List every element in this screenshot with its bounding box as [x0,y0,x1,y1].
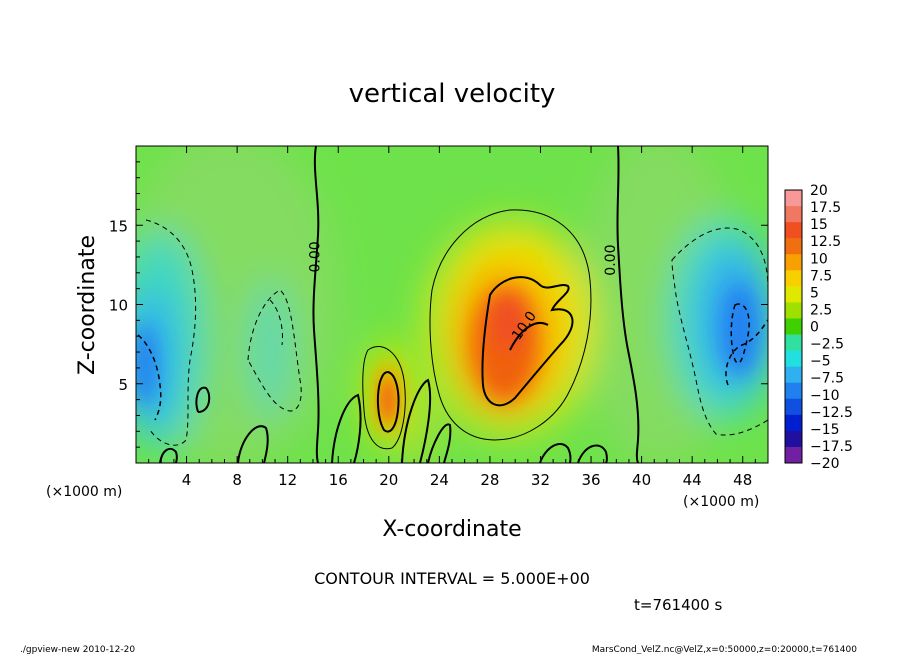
colorbar-label: 17.5 [810,200,841,216]
colorbar-swatch [785,254,802,271]
contour-interval: CONTOUR INTERVAL = 5.000E+00 [314,569,590,588]
colorbar-swatch [785,446,802,464]
colorbar-swatch [785,414,802,432]
x-tick-label: 12 [278,471,297,489]
colorbar-label: 5 [810,285,819,301]
colorbar-swatch [785,430,802,448]
time-label: t=761400 s [634,596,722,614]
chart-title: vertical velocity [349,79,556,109]
contour-zero-right [616,146,640,463]
x-tick-label: 20 [379,471,398,489]
plot-area [136,146,768,463]
colorbar-swatch [785,222,802,239]
x-tick-label: 36 [581,471,600,489]
colorbar-frame [784,189,803,464]
colorbar-swatch [785,350,802,368]
colorbar-label: −5 [810,354,831,370]
x-tick-label: 4 [182,471,192,489]
y-axis: 5 10 15 [109,161,768,448]
colorbar-swatch [785,382,802,400]
y-tick-label: 10 [109,297,128,315]
colorbar-swatch [785,286,802,303]
x-tick-label: 28 [480,471,499,489]
x-tick-label: 8 [232,471,242,489]
colorbar-label: −15 [810,422,840,438]
colorbar-label: 7.5 [810,268,832,284]
colorbar-label: 20 [810,183,828,199]
contour-label: 0.00 [603,245,619,276]
colorbar-label: −7.5 [810,371,844,387]
footer-left: ./gpview-new 2010-12-20 [20,645,135,654]
x-tick-label: 16 [329,471,348,489]
contour-negative-right [671,227,768,436]
contour-label: 0.00 [307,241,323,272]
colorbar-swatch [785,398,802,416]
x-tick-label: 44 [683,471,702,489]
colorbar-label: 12.5 [810,234,841,250]
contour-updraft-10 [481,276,574,407]
y-axis-label: Z-coordinate [75,235,100,375]
colorbar-swatch [785,190,802,207]
contour-negative-left [145,219,197,446]
colorbar-label: −2.5 [810,337,844,353]
colorbar-swatch [785,302,802,319]
x-tick-label: 32 [531,471,550,489]
x-unit-right: (×1000 m) [683,494,759,510]
contour-lines [137,146,768,463]
y-tick-label: 5 [118,376,128,394]
contour-updraft-5 [429,209,592,441]
colorbar-label: 2.5 [810,302,832,318]
colorbar-swatch [785,366,802,384]
x-axis-label: X-coordinate [382,517,521,542]
footer-right: MarsCond_VelZ.nc@VelZ,x=0:50000,z=0:2000… [592,645,857,654]
colorbar-label: 10 [810,251,828,267]
x-tick-label: 48 [733,471,752,489]
colorbar-swatch [785,318,802,336]
y-tick-label: 15 [109,217,128,235]
colorbar-swatch [785,206,802,223]
colorbar-label: 15 [810,217,828,233]
colorbar-label: −20 [810,456,840,472]
colorbar-label: −12.5 [810,405,853,421]
x-tick-label: 40 [632,471,651,489]
x-unit-left: (×1000 m) [46,484,122,500]
colorbar-label: 0 [810,320,819,336]
colorbar-label: −17.5 [810,439,853,455]
colorbar-swatch [785,270,802,287]
colorbar-swatch [785,334,802,352]
x-axis: 4 8 12 16 20 24 28 32 36 40 44 48 [148,146,756,489]
x-tick-label: 24 [430,471,449,489]
colorbar-swatch [785,238,802,255]
contour-zero-left [312,146,320,463]
colorbar-label: −10 [810,388,840,404]
